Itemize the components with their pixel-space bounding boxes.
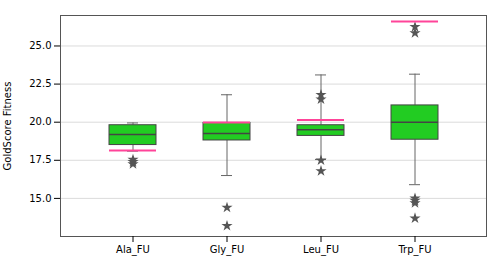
svg-text:15.0: 15.0 <box>29 193 51 204</box>
svg-text:20.0: 20.0 <box>29 116 51 127</box>
svg-text:Trp_FU: Trp_FU <box>397 244 431 256</box>
svg-text:Leu_FU: Leu_FU <box>303 244 339 256</box>
svg-text:Gly_FU: Gly_FU <box>210 244 245 256</box>
svg-text:22.5: 22.5 <box>29 78 51 89</box>
svg-text:Ala_FU: Ala_FU <box>116 244 150 256</box>
svg-text:17.5: 17.5 <box>29 154 51 165</box>
svg-text:GoldScore Fitness: GoldScore Fitness <box>2 82 13 171</box>
svg-text:25.0: 25.0 <box>29 40 51 51</box>
